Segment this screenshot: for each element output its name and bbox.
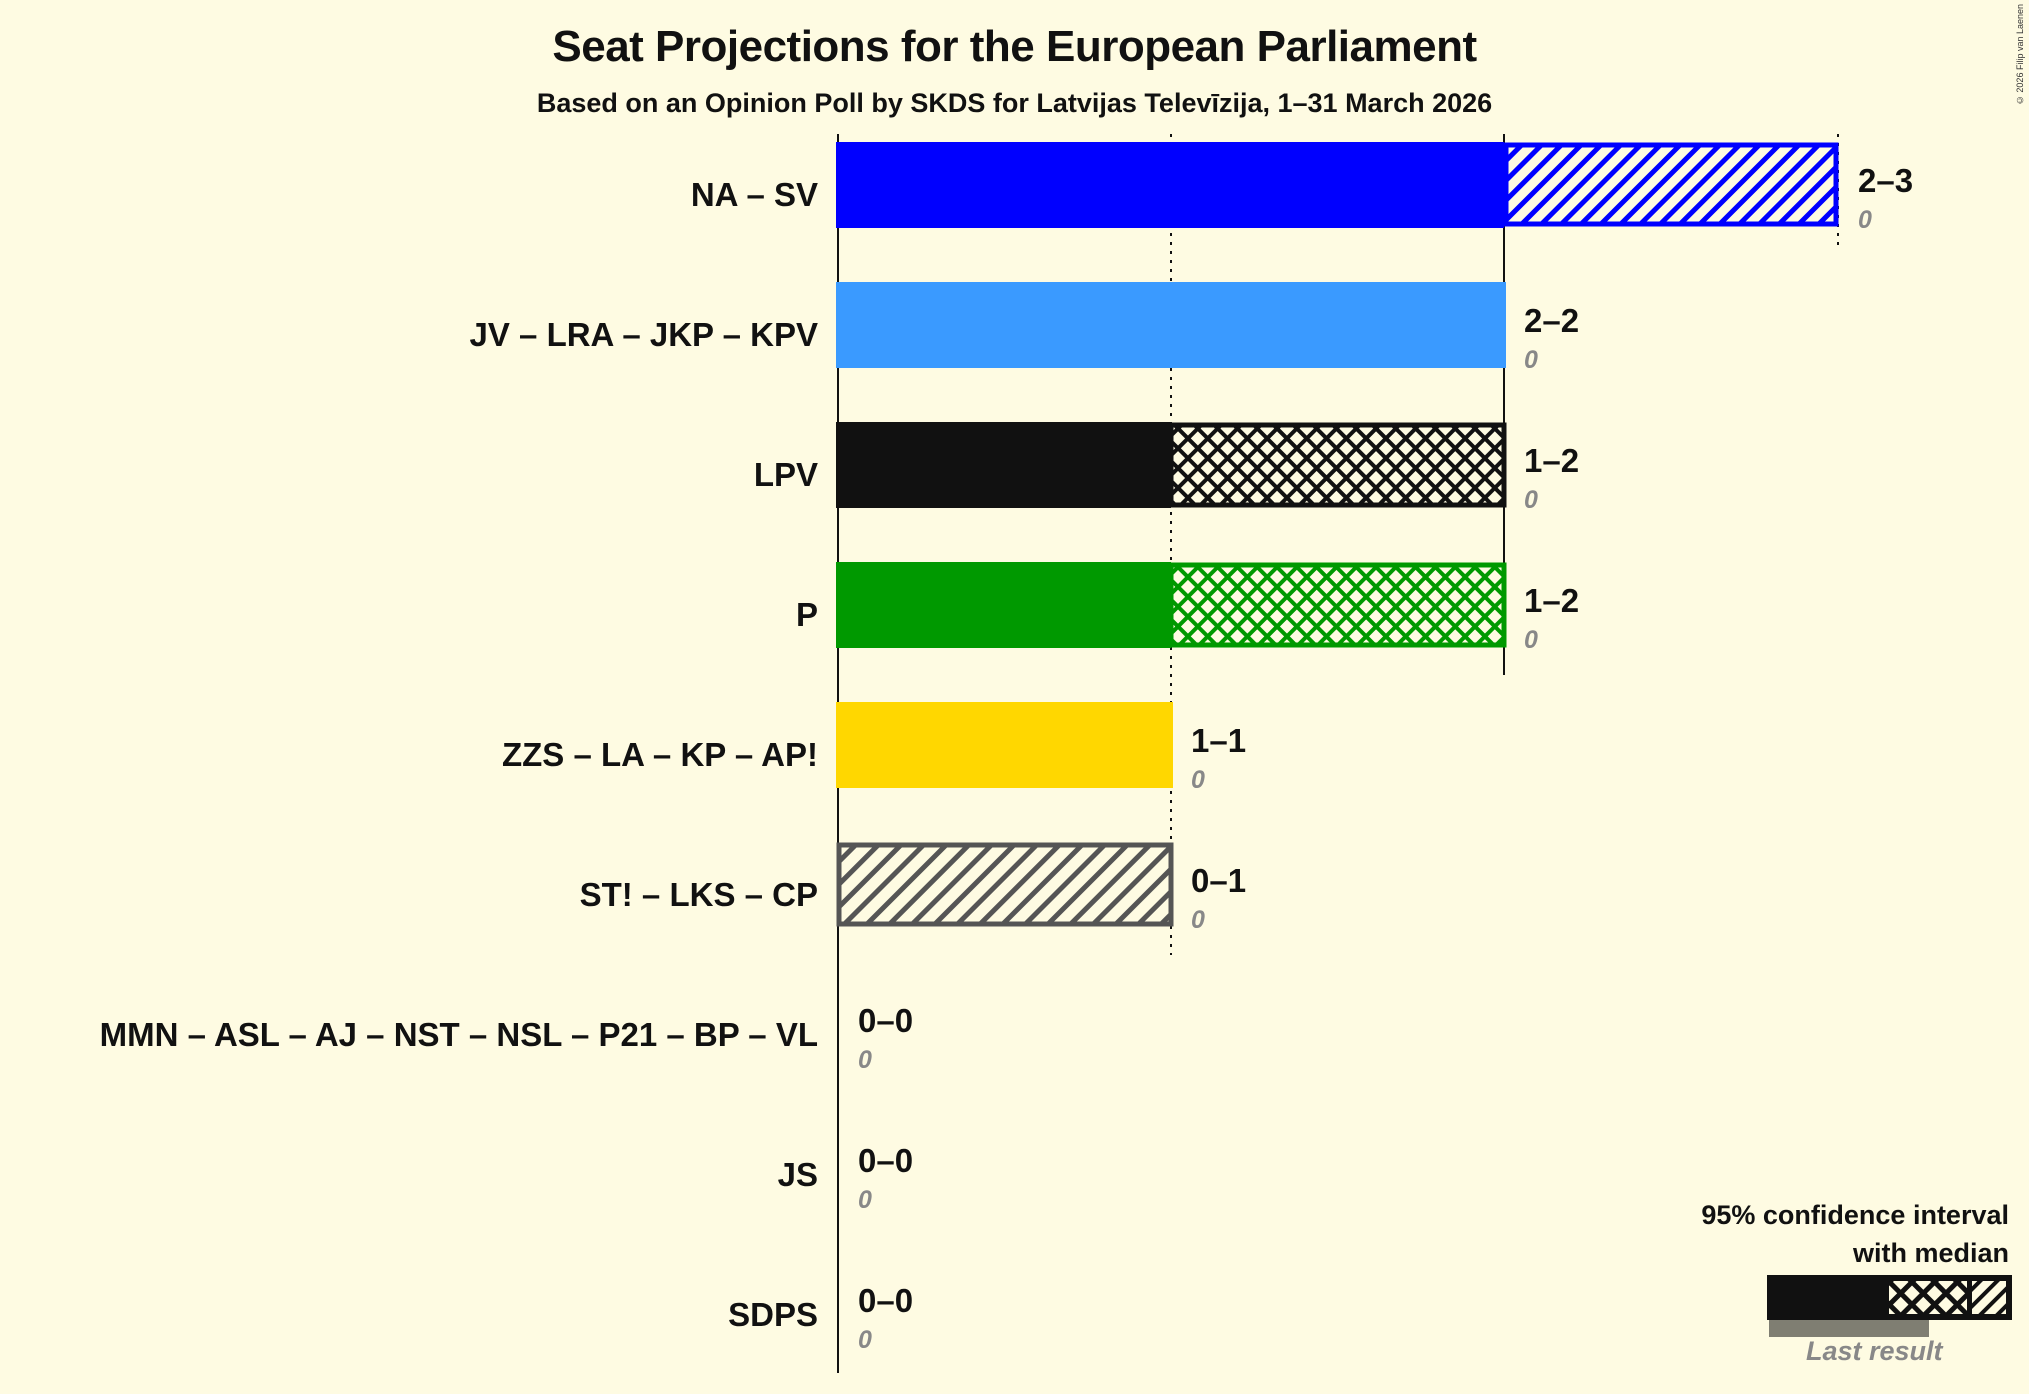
party-label: ST! – LKS – CP [579, 876, 818, 913]
seat-range-label: 1–2 [1524, 442, 1580, 479]
bar-p [836, 562, 1507, 648]
seat-range-label: 0–0 [858, 1282, 914, 1319]
party-label: JV – LRA – JKP – KPV [469, 316, 818, 353]
bar-zzs-la-kp-ap [836, 702, 1173, 788]
party-label: P [795, 596, 818, 633]
last-result-label: 0 [858, 1186, 872, 1214]
seat-range-label: 2–2 [1524, 302, 1580, 339]
legend-title-line2: with median [1852, 1238, 2009, 1268]
chart-title: Seat Projections for the European Parlia… [552, 22, 1477, 71]
party-label: SDPS [728, 1296, 818, 1333]
seat-range-label: 1–2 [1524, 582, 1580, 619]
last-result-label: 0 [858, 1046, 872, 1074]
bar-jv-lra-jkp-kpv [836, 282, 1506, 368]
seat-range-label: 0–0 [858, 1002, 914, 1039]
party-label: JS [777, 1156, 818, 1193]
legend-title-line1: 95% confidence interval [1701, 1200, 2009, 1230]
seat-range-label: 1–1 [1191, 722, 1247, 759]
legend-swatch [1767, 1275, 2012, 1337]
seat-range-label: 0–0 [858, 1142, 914, 1179]
party-label: NA – SV [690, 176, 818, 213]
seat-range-label: 0–1 [1191, 862, 1247, 899]
last-result-label: 0 [1524, 486, 1538, 514]
party-label: LPV [753, 456, 818, 493]
chart-subtitle: Based on an Opinion Poll by SKDS for Lat… [536, 88, 1493, 118]
last-result-label: 0 [1858, 206, 1872, 234]
seat-range-label: 2–3 [1858, 162, 1914, 199]
last-result-label: 0 [858, 1326, 872, 1354]
bar-lpv [836, 422, 1507, 508]
last-result-label: 0 [1524, 346, 1538, 374]
bar-st-lks-cp [836, 842, 1174, 927]
legend-title: 95% confidence interval with median [1701, 1196, 2009, 1272]
last-result-label: 0 [1524, 626, 1538, 654]
legend-last-result: Last result [1806, 1336, 1943, 1366]
last-result-label: 0 [1191, 906, 1205, 934]
party-label: ZZS – LA – KP – AP! [501, 736, 818, 773]
party-label: MMN – ASL – AJ – NST – NSL – P21 – BP – … [99, 1016, 818, 1053]
last-result-label: 0 [1191, 766, 1205, 794]
bar-na-sv [836, 142, 1839, 228]
